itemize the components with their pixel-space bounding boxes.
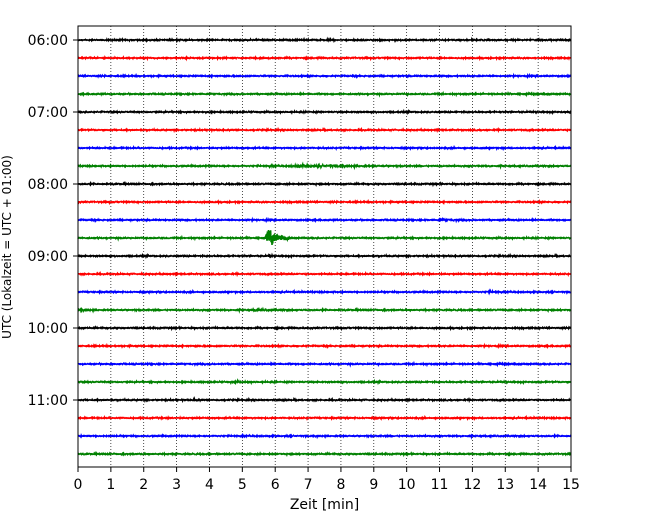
trace-1115 [77, 414, 572, 422]
trace-0730 [77, 144, 572, 152]
trace-0830 [77, 216, 572, 224]
x-tick-label-4: 4 [205, 477, 214, 493]
trace-0745 [77, 161, 572, 171]
x-tick-label-12: 12 [463, 477, 481, 493]
y-tick-label-06:00: 06:00 [28, 33, 68, 49]
y-tick-label-11:00: 11:00 [28, 393, 68, 409]
x-tick-label-9: 9 [369, 477, 378, 493]
trace-1045 [77, 377, 572, 386]
x-tick-label-5: 5 [238, 477, 247, 493]
y-tick-label-10:00: 10:00 [28, 321, 68, 337]
trace-0930 [77, 288, 572, 296]
trace-1000 [77, 325, 572, 332]
trace-0915 [77, 270, 572, 278]
y-tick-label-09:00: 09:00 [28, 249, 68, 265]
x-axis-label: Zeit [min] [290, 497, 359, 513]
trace-1130 [77, 432, 572, 440]
x-tick-label-7: 7 [304, 477, 313, 493]
y-axis-label: UTC (Lokalzeit = UTC + 01:00) [0, 155, 14, 339]
x-tick-label-1: 1 [106, 477, 115, 493]
x-axis-ticks: 0 1 2 3 4 5 6 7 8 9 10 11 12 13 14 15 [74, 467, 580, 493]
x-tick-label-14: 14 [529, 477, 547, 493]
trace-0700 [77, 108, 572, 116]
x-tick-label-10: 10 [398, 477, 416, 493]
plot-frame [77, 25, 572, 468]
y-tick-label-07:00: 07:00 [28, 105, 68, 121]
y-axis-ticks: 06:00 07:00 08:00 09:00 10:00 11:00 [28, 33, 78, 409]
y-tick-label-08:00: 08:00 [28, 177, 68, 193]
x-tick-label-2: 2 [139, 477, 148, 493]
trace-0900 [77, 252, 572, 260]
x-tick-label-0: 0 [74, 477, 83, 493]
trace-1015 [77, 342, 572, 350]
x-tick-label-13: 13 [496, 477, 514, 493]
trace-0630 [77, 72, 572, 80]
trace-0645 [77, 90, 572, 98]
trace-0615 [77, 54, 572, 62]
x-tick-label-6: 6 [271, 477, 280, 493]
trace-0600 [77, 36, 572, 44]
x-tick-label-15: 15 [562, 477, 580, 493]
trace-0945 [77, 306, 572, 314]
x-tick-label-8: 8 [336, 477, 345, 493]
trace-1100 [77, 396, 572, 404]
trace-0800 [77, 180, 572, 188]
trace-0715 [77, 126, 572, 134]
trace-1145 [77, 451, 572, 458]
x-tick-label-11: 11 [431, 477, 449, 493]
x-tick-label-3: 3 [172, 477, 181, 493]
trace-0845 [77, 230, 572, 246]
trace-0815 [77, 198, 572, 206]
trace-lines [77, 36, 572, 458]
trace-1030 [77, 360, 572, 368]
